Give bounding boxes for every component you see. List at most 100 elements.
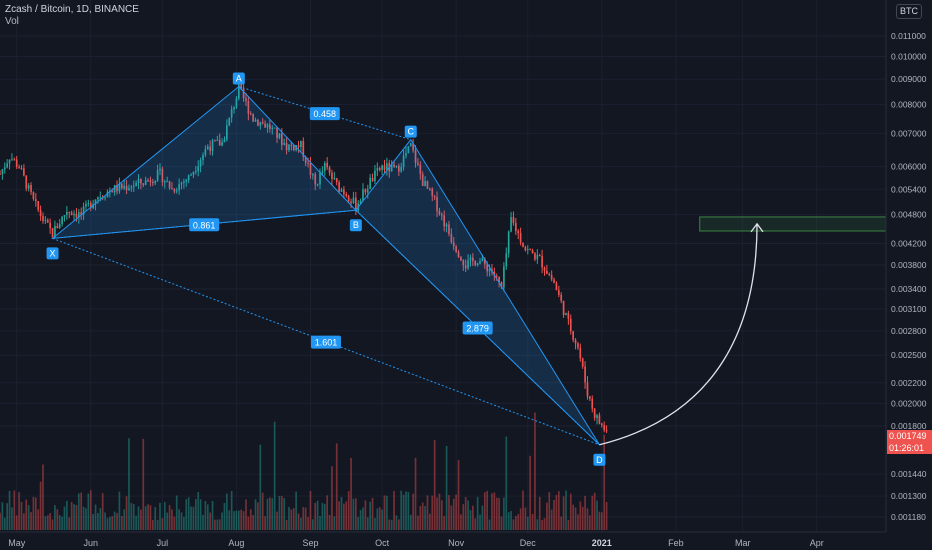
volume-bar [223, 503, 226, 530]
candle-body [168, 181, 171, 189]
candle-body [183, 181, 185, 184]
candle-body [462, 260, 465, 266]
x-tick-label-7: Dec [520, 538, 537, 548]
candle-body [376, 168, 379, 171]
candle-body [359, 200, 362, 204]
volume-bar [472, 505, 474, 530]
volume-bar [221, 512, 223, 530]
candle-body [534, 253, 536, 260]
ratio-label-3: 1.601 [315, 338, 338, 348]
volume-bar [242, 511, 245, 530]
candle-body [73, 213, 75, 216]
candlesticks [0, 79, 608, 434]
volume-bar [156, 519, 159, 530]
point-D-bg [593, 453, 606, 466]
volume-bar [166, 512, 169, 530]
volume-bar [438, 493, 441, 530]
candle-body [338, 182, 340, 192]
volume-bar [3, 517, 6, 530]
candle-body [61, 216, 63, 225]
volume-bar [498, 497, 500, 530]
volume-bar [510, 510, 512, 530]
candle-body [218, 139, 221, 146]
chart-title: Zcash / Bitcoin, 1D, BINANCE [5, 4, 139, 15]
volume-bar [331, 466, 333, 530]
candle-body [548, 274, 551, 276]
candle-body [161, 168, 164, 183]
currency-badge[interactable]: BTC [896, 4, 922, 19]
candle-body [264, 123, 266, 128]
candle-body [166, 181, 169, 183]
candle-body [405, 153, 407, 156]
candle-body [44, 219, 47, 221]
volume-bar [569, 493, 572, 530]
candle-body [128, 188, 130, 191]
candle-body [297, 145, 300, 148]
candle-body [288, 144, 290, 151]
candle-body [395, 165, 398, 167]
x-tick-label-2: Jul [157, 538, 169, 548]
point-label-A: A [236, 74, 242, 84]
candle-body [3, 167, 6, 170]
volume-bar [159, 502, 161, 530]
candle-body [531, 249, 534, 254]
candle-body [366, 188, 369, 193]
volume-bar [89, 490, 92, 530]
candle-body [424, 181, 426, 186]
candle-body [460, 256, 462, 261]
volume-bar [269, 497, 271, 530]
volume-bar [152, 519, 154, 530]
volume-bar [386, 495, 388, 530]
candle-body [429, 188, 431, 190]
pattern-triangle-bcd [355, 138, 600, 446]
point-label-D: D [596, 455, 603, 465]
candle-body [70, 212, 73, 216]
candle-body [369, 177, 371, 189]
candle-body [517, 231, 520, 234]
harmonic-pattern: 0.861 0.458 2.879 1.601 X A B C D [46, 72, 606, 466]
volume-bar [352, 498, 355, 530]
candle-body [99, 197, 102, 199]
volume-bar [202, 514, 204, 530]
volume-bar [562, 496, 565, 530]
candle-body [450, 234, 453, 243]
volume-bar [209, 512, 211, 530]
candle-body [510, 217, 512, 232]
candle-body [46, 219, 49, 223]
candle-body [159, 168, 161, 171]
point-A-bg [232, 72, 245, 85]
candle-body [328, 167, 331, 173]
volume-bar [323, 503, 326, 530]
volume-bar [371, 497, 374, 530]
candle-body [326, 162, 329, 168]
candle-body [58, 224, 61, 229]
candle-body [596, 415, 598, 419]
volume-bar [292, 508, 295, 530]
y-tick-label-8: 0.004200 [891, 238, 927, 248]
volume-bar [531, 513, 534, 530]
candle-body [421, 173, 424, 186]
candle-body [254, 119, 257, 122]
candle-body [237, 84, 240, 99]
candle-body [149, 180, 152, 183]
candle-body [557, 290, 560, 295]
volume-bar [27, 505, 30, 530]
volume-bar [407, 491, 410, 530]
candle-body [407, 146, 410, 154]
volume-bar [49, 513, 51, 530]
volume-bar [87, 493, 90, 530]
candle-body [247, 101, 250, 114]
candle-body [56, 226, 59, 229]
candle-body [555, 282, 558, 291]
volume-bar [536, 519, 539, 530]
candle-body [589, 396, 591, 399]
candle-body [593, 408, 596, 419]
volume-bar [80, 492, 83, 530]
candle-body [586, 382, 589, 397]
candle-body [240, 84, 243, 89]
candle-body [579, 347, 582, 359]
candle-body [154, 180, 157, 184]
volume-bar [481, 505, 484, 530]
volume-bar [543, 518, 546, 530]
